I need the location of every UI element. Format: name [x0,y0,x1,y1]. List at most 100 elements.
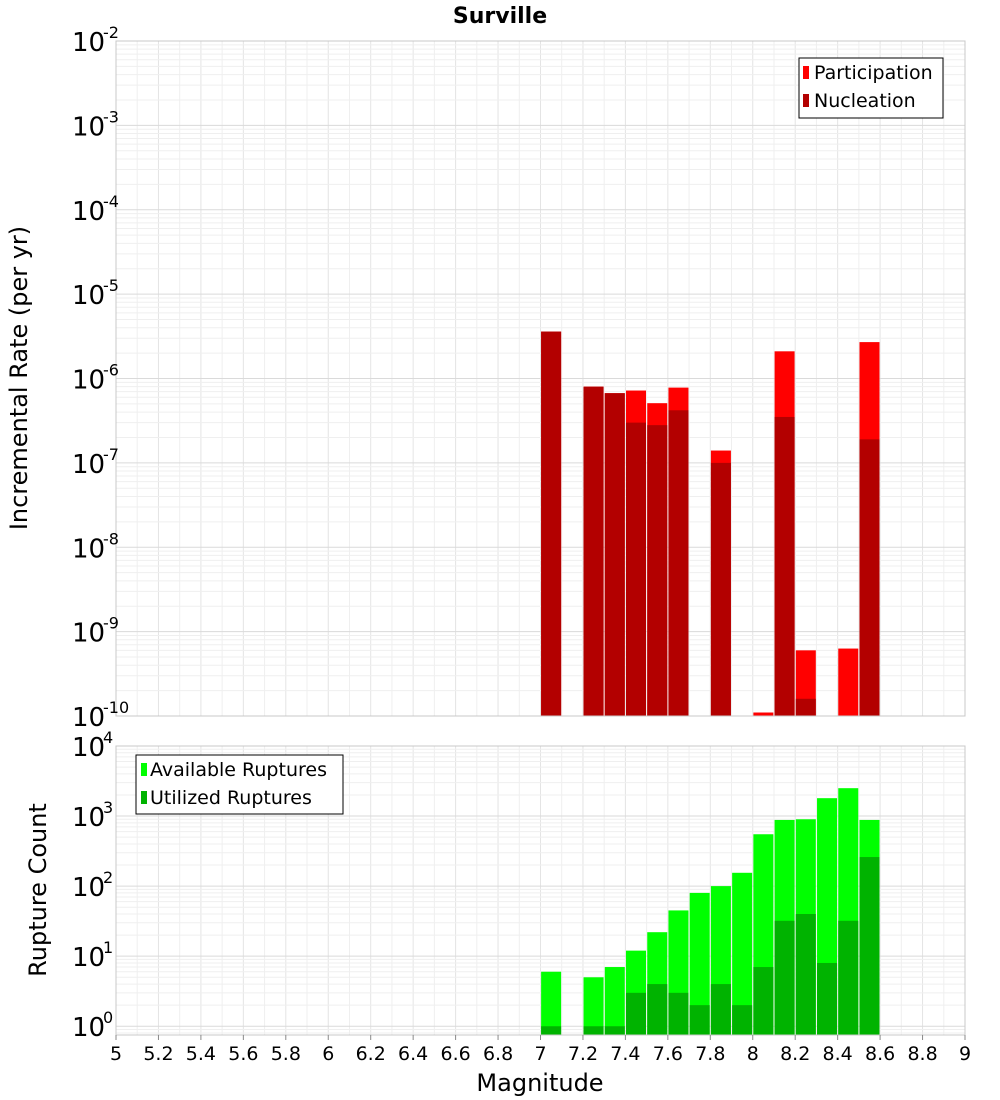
y-tick-label: 10 [72,281,105,311]
y-tick-label: 10 [72,112,105,142]
bar-participation [753,712,774,716]
bar-nucleation [795,698,816,716]
bar-nucleation [583,386,604,716]
x-tick-label: 5.2 [143,1043,173,1065]
bar-utilized-ruptures [732,1005,753,1035]
bar-nucleation [668,410,689,716]
x-tick-label: 6.8 [483,1043,513,1065]
x-tick-label: 6.6 [440,1043,470,1065]
bar-utilized-ruptures [604,1026,625,1035]
bar-utilized-ruptures [817,962,838,1035]
y-tick-exponent: -4 [103,192,119,211]
bar-available-ruptures [583,977,604,1035]
y-tick-exponent: -8 [103,529,119,548]
x-tick-label: 8.6 [865,1043,895,1065]
bar-utilized-ruptures [859,857,880,1035]
y-tick-label: 10 [72,943,105,973]
rate-legend: Participation Nucleation [798,57,944,119]
legend-utilized: Utilized Ruptures [150,787,312,809]
rate-panel: 10-210-310-410-510-610-710-810-910-10 In… [5,23,966,733]
count-legend: Available Ruptures Utilized Ruptures [135,754,344,815]
rate-bars [541,331,880,716]
x-tick-label: 6.4 [398,1043,428,1065]
y-tick-label: 10 [72,803,105,833]
bar-nucleation [710,462,731,716]
utilized-swatch [141,791,147,804]
y-tick-label: 10 [72,703,105,733]
bar-participation [838,648,859,716]
count-bars [541,788,880,1035]
x-tick-label: 5.6 [228,1043,258,1065]
bar-utilized-ruptures [583,1026,604,1035]
bar-nucleation [859,439,880,716]
rate-plot-frame [115,40,966,717]
y-tick-exponent: 4 [103,728,113,747]
legend-nucleation: Nucleation [814,90,916,112]
y-tick-exponent: -2 [103,23,119,42]
rate-legend-box [798,57,944,119]
y-tick-exponent: -9 [103,614,119,633]
y-tick-label: 10 [72,450,105,480]
rate-y-axis-label: Incremental Rate (per yr) [5,226,33,530]
x-tick-label: 8 [747,1043,759,1065]
bar-utilized-ruptures [795,914,816,1035]
x-tick-label: 6.2 [356,1043,386,1065]
bar-utilized-ruptures [668,992,689,1035]
bar-utilized-ruptures [647,984,668,1035]
bar-available-ruptures [689,892,710,1035]
y-tick-label: 10 [72,619,105,649]
y-tick-exponent: 1 [103,938,113,957]
x-tick-label: 8.4 [823,1043,853,1065]
bar-nucleation [626,422,647,716]
y-tick-label: 10 [72,733,105,763]
bar-nucleation [541,331,562,716]
y-tick-label: 10 [72,366,105,396]
bar-utilized-ruptures [710,984,731,1035]
y-tick-label: 10 [72,197,105,227]
x-tick-label: 7.4 [610,1043,640,1065]
x-tick-label: 7.8 [695,1043,725,1065]
bar-utilized-ruptures [689,1005,710,1035]
x-tick-label: 7.2 [568,1043,598,1065]
nucleation-swatch [803,94,809,107]
y-tick-label: 10 [72,534,105,564]
count-legend-box [135,754,344,815]
bar-utilized-ruptures [541,1026,562,1035]
participation-swatch [803,66,809,79]
legend-participation: Participation [814,62,933,84]
bar-available-ruptures [732,872,753,1035]
x-ticks: 5 5.2 5.4 5.6 5.8 6 6.2 6.4 6.6 6.8 7 7.2 7.4 7.6 7.8 8… [110,1035,971,1065]
x-tick-label: 8.8 [907,1043,937,1065]
x-tick-label: 5.8 [271,1043,301,1065]
bar-nucleation [604,393,625,716]
bar-available-ruptures [541,971,562,1035]
rate-grid [115,41,966,717]
bar-utilized-ruptures [753,967,774,1035]
y-tick-exponent: 3 [103,798,113,817]
y-tick-exponent: 0 [103,1008,113,1027]
bar-utilized-ruptures [838,920,859,1035]
y-tick-label: 10 [72,28,105,58]
y-tick-exponent: -7 [103,445,119,464]
legend-available: Available Ruptures [150,759,327,781]
bar-available-ruptures [604,967,625,1035]
count-y-axis-label: Rupture Count [24,803,52,977]
y-tick-label: 10 [72,1013,105,1043]
x-tick-label: 9 [959,1043,971,1065]
bar-nucleation [647,425,668,716]
bar-nucleation [774,416,795,716]
x-tick-label: 6 [322,1043,334,1065]
y-tick-exponent: -10 [103,698,129,717]
x-axis-label: Magnitude [476,1069,603,1097]
rate-y-ticks: 10-210-310-410-510-610-710-810-910-10 [72,23,129,733]
x-tick-label: 5 [110,1043,122,1065]
y-tick-exponent: -6 [103,361,119,380]
y-tick-exponent: -5 [103,276,119,295]
chart-title: Surville [453,4,547,29]
y-tick-exponent: 2 [103,868,113,887]
available-swatch [141,763,147,776]
y-tick-exponent: -3 [103,107,119,126]
